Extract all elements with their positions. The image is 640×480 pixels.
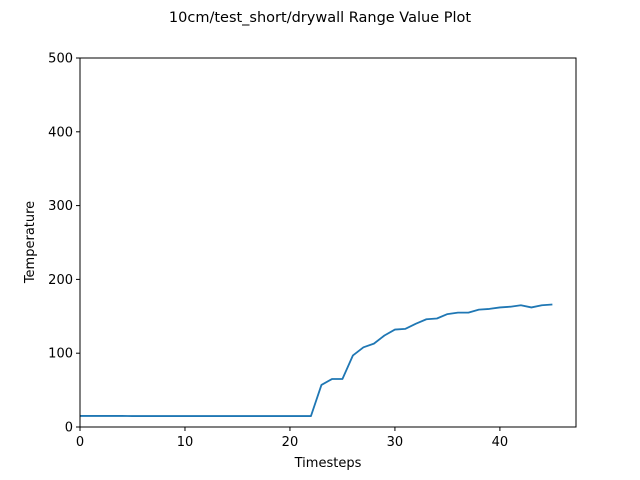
x-tick-label: 40 [492, 435, 509, 450]
x-tick-label: 10 [177, 435, 194, 450]
y-axis-label: Temperature [23, 201, 38, 284]
x-tick-label: 30 [387, 435, 404, 450]
y-tick-label: 100 [48, 347, 73, 362]
y-tick-label: 200 [48, 273, 73, 288]
x-axis-ticks: 0 10 20 30 40 [76, 427, 508, 450]
plot-frame [79, 57, 577, 428]
y-tick-label: 300 [48, 199, 73, 214]
y-tick-label: 400 [48, 125, 73, 140]
x-axis-label: Timesteps [294, 456, 362, 471]
chart-title: 10cm/test_short/drywall Range Value Plot [169, 10, 471, 26]
series-line [80, 303, 553, 417]
y-tick-label: 0 [65, 421, 73, 436]
y-axis-ticks: 0 100 200 300 400 500 [48, 52, 80, 436]
y-tick-label: 500 [48, 52, 73, 67]
x-tick-label: 0 [76, 435, 84, 450]
x-tick-label: 20 [282, 435, 299, 450]
